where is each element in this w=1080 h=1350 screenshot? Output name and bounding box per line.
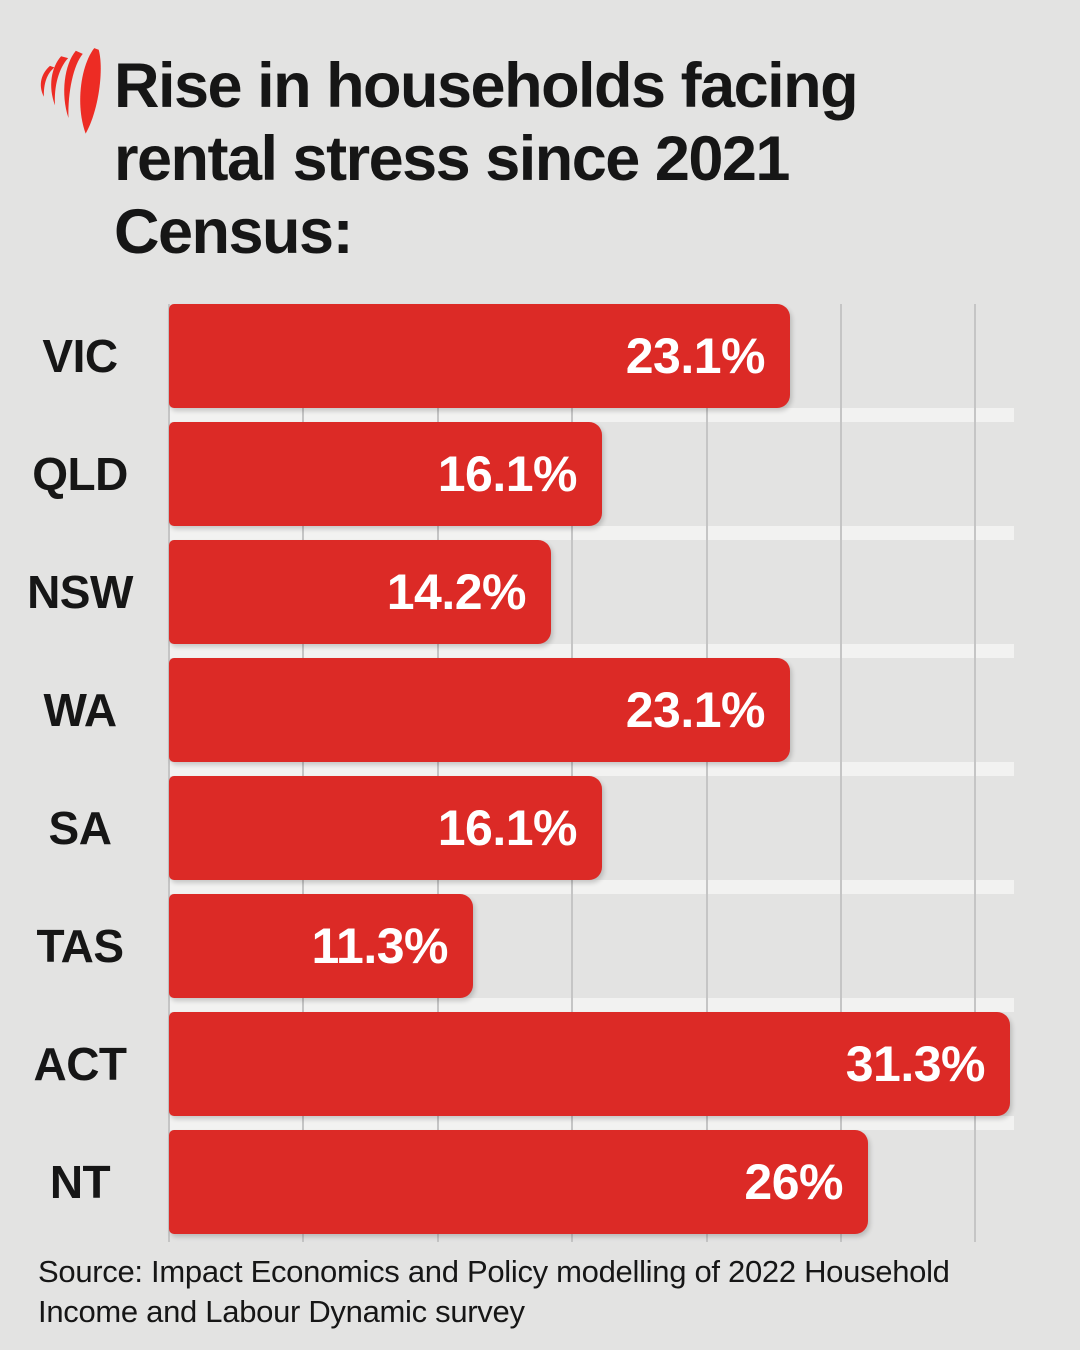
bar: 16.1% [169, 776, 602, 880]
bar: 11.3% [169, 894, 473, 998]
gridline [168, 304, 170, 1242]
row-separator [169, 644, 1014, 658]
row-separator [169, 1116, 1014, 1130]
value-label: 11.3% [311, 918, 448, 974]
category-label: NT [49, 1156, 111, 1208]
category-label: ACT [33, 1038, 127, 1090]
category-label: NSW [27, 566, 133, 618]
bar: 31.3% [169, 1012, 1010, 1116]
chart-title-line: Rise in households facing [114, 51, 859, 121]
value-label: 31.3% [845, 1036, 986, 1092]
value-label: 16.1% [437, 446, 578, 502]
chart-title-line: Census: [114, 197, 354, 267]
sbs-mercator-icon [40, 48, 101, 134]
source-note-line: Source: Impact Economics and Policy mode… [38, 1254, 950, 1289]
row-separator [169, 526, 1014, 540]
gridline [436, 304, 439, 1242]
chart-title: Rise in households facing rental stress … [114, 50, 1014, 269]
bar: 16.1% [169, 422, 602, 526]
bar: 26% [169, 1130, 868, 1234]
value-label: 23.1% [625, 328, 766, 384]
bar: 14.2% [169, 540, 551, 644]
gridline [571, 304, 574, 1242]
category-label: QLD [32, 448, 128, 500]
gridline [705, 304, 708, 1242]
row-separator [169, 408, 1014, 422]
gridline [974, 304, 977, 1242]
category-label: WA [43, 684, 117, 736]
gridline [840, 304, 842, 1242]
category-label: TAS [36, 920, 124, 972]
value-label: 14.2% [386, 564, 527, 620]
gridline [302, 304, 305, 1242]
row-separator [169, 998, 1014, 1012]
value-label: 23.1% [625, 682, 766, 738]
bar: 23.1% [169, 658, 790, 762]
bar: 23.1% [169, 304, 790, 408]
value-label: 16.1% [437, 800, 578, 856]
value-label: 26% [744, 1154, 843, 1210]
category-label: SA [48, 802, 112, 854]
source-note-line: Income and Labour Dynamic survey [38, 1294, 525, 1329]
row-separator [169, 880, 1014, 894]
category-label: VIC [42, 330, 118, 382]
row-separator [169, 762, 1014, 776]
chart-title-line: rental stress since 2021 [114, 124, 790, 194]
source-note: Source: Impact Economics and Policy mode… [38, 1252, 1048, 1332]
